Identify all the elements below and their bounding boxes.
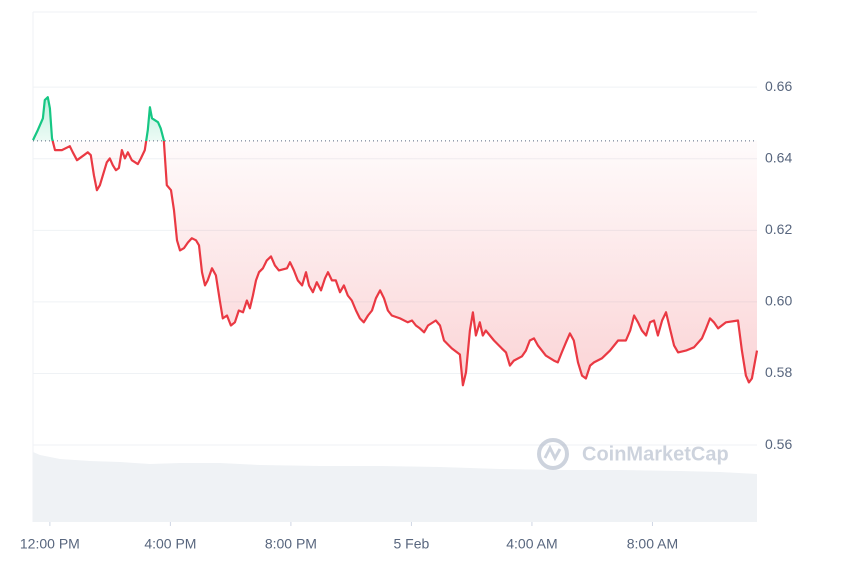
watermark: CoinMarketCap xyxy=(537,438,729,470)
y-tick-label: 0.60 xyxy=(765,293,792,309)
area-fill xyxy=(33,97,757,386)
watermark-text: CoinMarketCap xyxy=(582,443,729,465)
y-tick-label: 0.64 xyxy=(765,149,792,165)
volume-area xyxy=(33,452,757,522)
y-tick-label: 0.66 xyxy=(765,78,792,94)
x-tick-label: 8:00 AM xyxy=(627,536,678,552)
plot xyxy=(32,96,759,387)
x-tick-label: 8:00 PM xyxy=(265,536,317,552)
y-tick-label: 0.62 xyxy=(765,221,792,237)
x-tick-label: 4:00 PM xyxy=(144,536,196,552)
x-tick-label: 12:00 PM xyxy=(20,536,80,552)
y-tick-label: 0.58 xyxy=(765,364,792,380)
y-tick-label: 0.56 xyxy=(765,436,792,452)
x-tick-label: 5 Feb xyxy=(394,536,430,552)
price-line xyxy=(32,96,759,387)
x-tick-label: 4:00 AM xyxy=(506,536,557,552)
